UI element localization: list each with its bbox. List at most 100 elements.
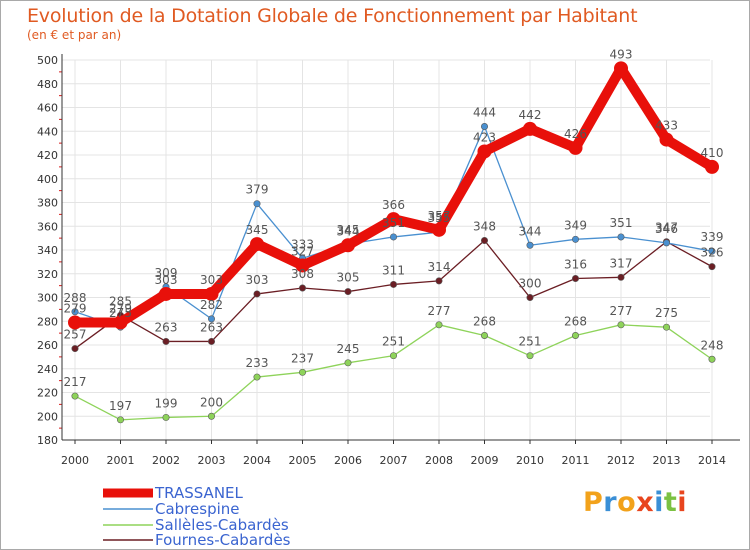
data-point: [659, 132, 674, 147]
data-point: [662, 239, 670, 247]
data-point: [344, 359, 352, 367]
data-point: [614, 61, 628, 76]
proxiti-logo[interactable]: Proxiti: [583, 487, 687, 518]
data-point: [435, 321, 443, 329]
data-point: [253, 200, 261, 208]
data-point: [480, 331, 488, 339]
data-label: 279: [64, 301, 87, 315]
data-point: [71, 345, 79, 353]
data-label: 444: [473, 106, 496, 120]
y-tick-label: 340: [37, 244, 58, 257]
x-tick-label: 2011: [562, 454, 590, 467]
data-point: [662, 323, 670, 331]
data-label: 339: [701, 230, 724, 244]
data-point: [705, 159, 719, 174]
data-point: [708, 263, 716, 271]
data-point: [432, 222, 446, 237]
data-point: [526, 293, 534, 301]
x-tick-label: 2003: [198, 454, 226, 467]
y-tick-label: 200: [37, 410, 58, 423]
x-tick-label: 2004: [243, 454, 271, 467]
legend-label-salleles-cabardes: Sallèles-Cabardès: [155, 516, 289, 534]
data-point: [253, 290, 261, 298]
data-label: 275: [655, 306, 678, 320]
data-point: [68, 315, 82, 330]
y-tick-label: 240: [37, 363, 58, 376]
legend: [103, 488, 153, 541]
x-tick-label: 2001: [107, 454, 135, 467]
data-labels: 279 279 303 303 345 327 344 366 357 423 442 426 493 4…: [64, 47, 724, 413]
logo-letter: P: [583, 487, 604, 518]
data-label: 251: [519, 335, 542, 349]
data-point: [568, 140, 583, 155]
gridlines: [62, 59, 713, 441]
chart-subtitle: (en € et par an): [27, 28, 122, 42]
logo-letter: i: [654, 487, 664, 518]
x-tick-label: 2005: [289, 454, 317, 467]
y-tick-label: 320: [37, 268, 58, 281]
data-label: 317: [610, 256, 633, 270]
y-tick-label: 400: [37, 173, 58, 186]
data-label: 346: [655, 222, 678, 236]
data-label: 217: [64, 375, 87, 389]
y-tick-label: 440: [37, 125, 58, 138]
data-label: 314: [428, 260, 451, 274]
data-label: 303: [246, 273, 269, 287]
data-label: 493: [610, 47, 633, 61]
data-label: 288: [64, 291, 87, 305]
data-label: 197: [109, 399, 132, 413]
data-label: 275: [109, 306, 132, 320]
data-label: 305: [337, 271, 360, 285]
x-tick-label: 2000: [61, 454, 89, 467]
data-point: [117, 416, 125, 424]
data-label: 357: [428, 209, 451, 223]
data-point: [571, 331, 579, 339]
y-tick-label: 380: [37, 197, 58, 210]
legend-label-trassanel: TRASSANEL: [155, 484, 243, 502]
data-label: 355: [428, 211, 451, 225]
data-label: 348: [473, 220, 496, 234]
data-label: 351: [610, 216, 633, 230]
data-label: 268: [564, 315, 587, 329]
data-label: 333: [291, 237, 314, 251]
data-label: 345: [246, 223, 269, 237]
data-label: 263: [200, 320, 223, 334]
data-label: 263: [155, 320, 178, 334]
data-point: [344, 288, 352, 296]
y-tick-label: 480: [37, 78, 58, 91]
data-point: [526, 241, 534, 249]
data-point: [298, 284, 306, 292]
x-tick-label: 2009: [471, 454, 499, 467]
logo-letter: r: [603, 487, 618, 518]
data-label: 433: [655, 119, 678, 133]
data-label: 248: [701, 338, 724, 352]
x-tick-label: 2013: [653, 454, 681, 467]
axes: 180 200 220 240 260 280 300 320 340 360 380 400 420 4…: [37, 54, 740, 467]
series-lines: [68, 61, 719, 424]
data-point: [208, 315, 216, 323]
data-point: [389, 233, 397, 241]
logo-letter: t: [663, 487, 678, 518]
data-point: [389, 280, 397, 288]
data-label: 309: [155, 266, 178, 280]
data-point: [526, 352, 534, 360]
y-tick-label: 460: [37, 102, 58, 115]
data-point: [477, 144, 492, 159]
data-label: 379: [246, 183, 269, 197]
data-point: [71, 392, 79, 400]
data-point: [159, 286, 173, 301]
data-label: 349: [564, 218, 587, 232]
data-label: 200: [200, 395, 223, 409]
data-label: 311: [382, 263, 405, 277]
x-tick-label: 2010: [516, 454, 544, 467]
y-tick-label: 300: [37, 292, 58, 305]
data-point: [250, 237, 264, 252]
legend-label-fournes-cabardes: Fournes-Cabardès: [155, 531, 291, 549]
data-label: 423: [473, 130, 496, 144]
data-label: 344: [337, 224, 360, 238]
y-tick-label: 260: [37, 339, 58, 352]
y-tick-label: 360: [37, 220, 58, 233]
data-label: 279: [109, 301, 132, 315]
data-label: 282: [200, 298, 223, 312]
x-tick-label: 2006: [334, 454, 362, 467]
